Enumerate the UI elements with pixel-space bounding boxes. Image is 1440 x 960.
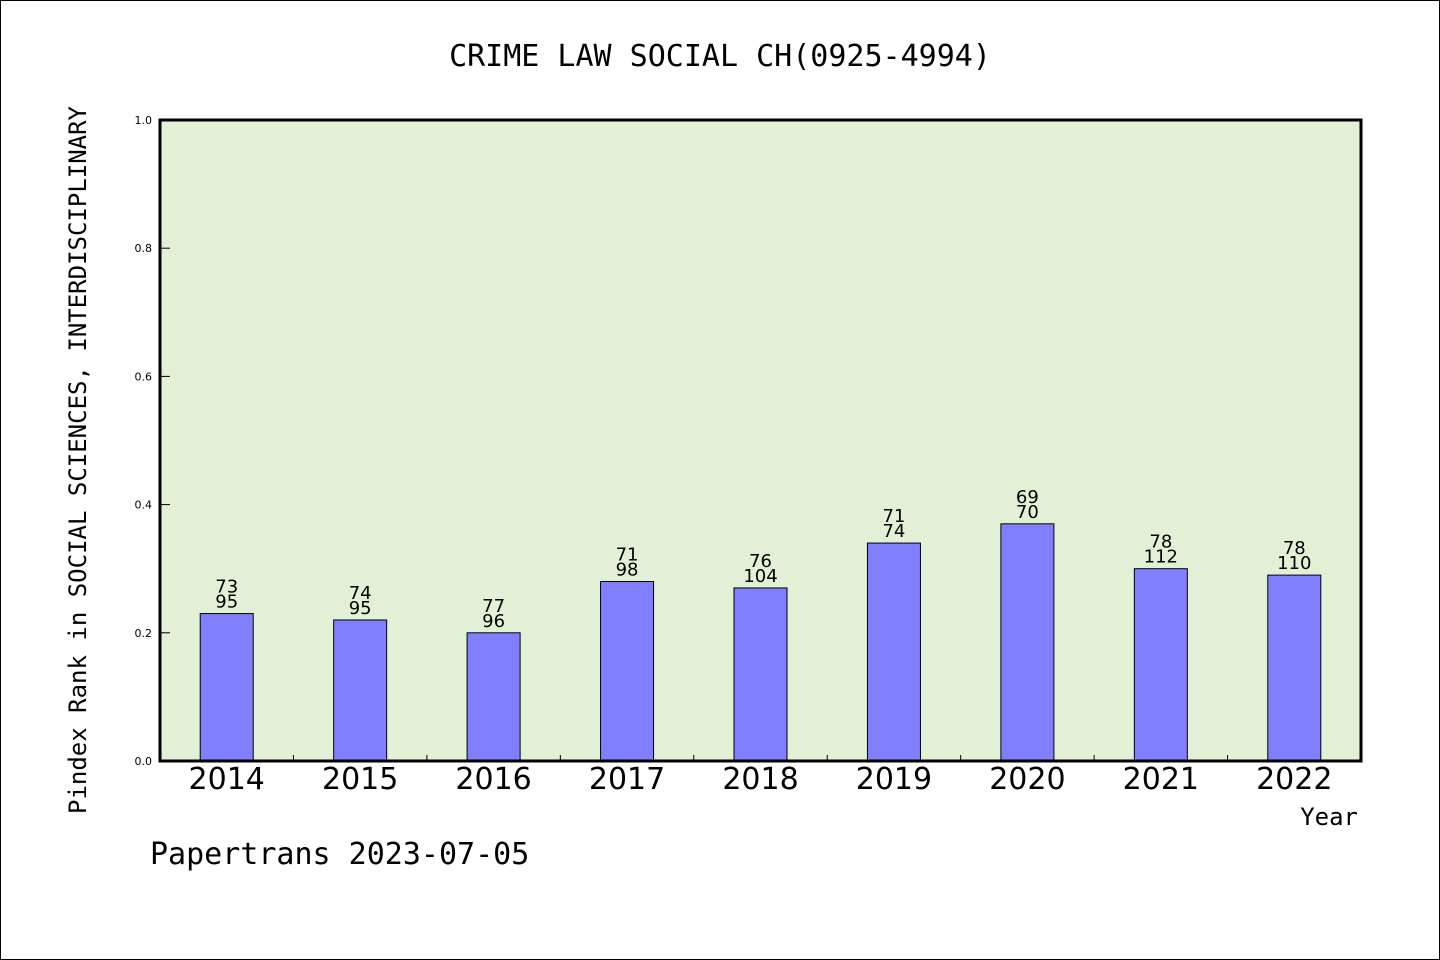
- bar-2017: [600, 581, 655, 762]
- rank-label-2021: 78: [1149, 532, 1172, 553]
- bar-2018: [733, 587, 788, 762]
- rank-label-2020: 69: [1016, 487, 1039, 508]
- y-axis: 0.0 0.2 0.4 0.6 0.8 1.0: [135, 114, 170, 768]
- x-tick-label-2016: 2016: [455, 762, 531, 797]
- y-tick-label: 0.0: [135, 755, 153, 768]
- x-axis: 2014 2015 2016 2017 2018 2019 2020 2021 2022: [189, 755, 1332, 797]
- y-tick-label: 0.2: [135, 627, 153, 640]
- total-label-2017: 98: [616, 560, 639, 581]
- bar-2021: [1133, 568, 1188, 762]
- x-tick-label-2015: 2015: [322, 762, 398, 797]
- x-tick-label-2021: 2021: [1123, 762, 1199, 797]
- rank-label-2014: 73: [215, 577, 238, 598]
- y-tick-label: 0.6: [135, 370, 153, 383]
- x-tick-label-2014: 2014: [189, 762, 265, 797]
- bar-2020: [1000, 523, 1055, 762]
- total-label-2019: 74: [882, 521, 905, 542]
- x-tick-label-2019: 2019: [856, 762, 932, 797]
- bar-2014: [199, 613, 254, 762]
- total-label-2022: 110: [1277, 553, 1311, 574]
- y-tick-label: 0.8: [135, 242, 153, 255]
- bar-2022: [1267, 574, 1322, 762]
- rank-label-2017: 71: [616, 545, 639, 566]
- rank-label-2022: 78: [1283, 538, 1306, 559]
- total-label-2015: 95: [349, 598, 372, 619]
- x-tick-label-2020: 2020: [989, 762, 1065, 797]
- total-label-2021: 112: [1144, 547, 1178, 568]
- x-axis-label: Year: [1300, 803, 1358, 831]
- total-label-2014: 95: [215, 592, 238, 613]
- rank-label-2015: 74: [349, 583, 372, 604]
- rank-label-2018: 76: [749, 551, 772, 572]
- chart-title: CRIME LAW SOCIAL CH(0925-4994): [449, 39, 991, 74]
- total-label-2020: 70: [1016, 502, 1039, 523]
- total-label-2018: 104: [743, 566, 777, 587]
- bars-group: [199, 523, 1322, 762]
- x-tick-label-2022: 2022: [1256, 762, 1332, 797]
- bar-2016: [466, 632, 521, 762]
- plot-border: [158, 118, 1363, 763]
- bar-2015: [333, 619, 388, 762]
- y-tick-label: 1.0: [135, 114, 153, 127]
- total-label-2016: 96: [482, 611, 505, 632]
- y-tick-label: 0.4: [135, 499, 153, 512]
- y-axis-label: Pindex Rank in SOCIAL SCIENCES, INTERDIS…: [64, 105, 92, 814]
- footer-credit: Papertrans 2023-07-05: [150, 837, 529, 872]
- x-tick-label-2018: 2018: [722, 762, 798, 797]
- rank-label-2019: 71: [882, 506, 905, 527]
- x-tick-label-2017: 2017: [589, 762, 665, 797]
- rank-label-2016: 77: [482, 596, 505, 617]
- bar-2019: [866, 542, 921, 762]
